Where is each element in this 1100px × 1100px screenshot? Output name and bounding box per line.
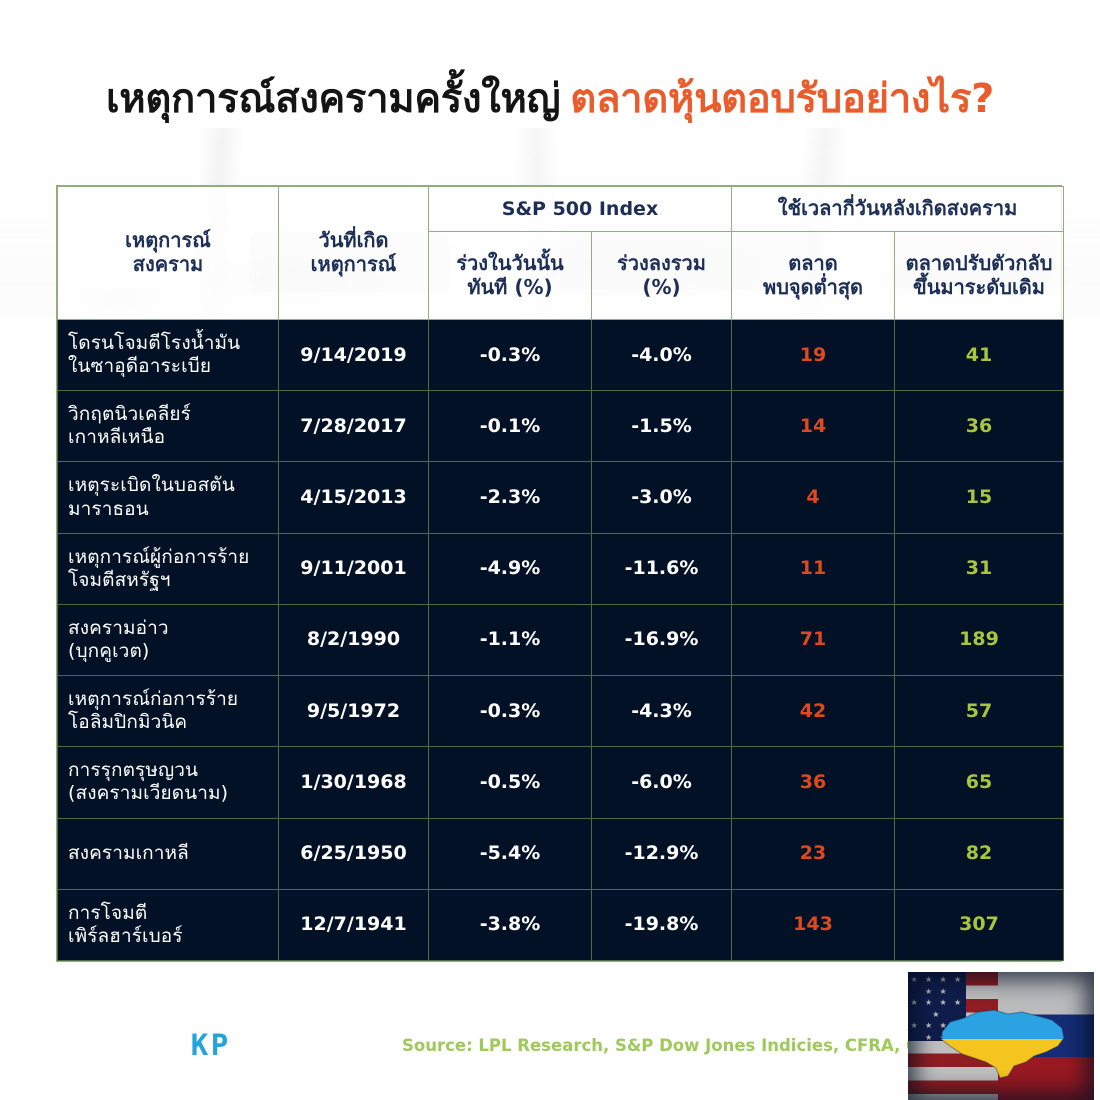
table-row: สงครามอ่าว (บุกคูเวต) 8/2/1990 -1.1% -16.9% 7… [57,603,1065,677]
cell-same-day-drop: -0.1% [428,390,592,463]
cell-event-name: การโจมตี เพิร์ลฮาร์เบอร์ [57,888,279,962]
war-events-table: เหตุการณ์ สงคราม วันที่เกิด เหตุการณ์ S&… [56,185,1065,962]
brand-logo-tick [268,1066,284,1071]
cell-event-name: เหตุระเบิดในบอสตัน มาราธอน [57,461,279,534]
table-row: เหตุระเบิดในบอสตัน มาราธอน 4/15/2013 -2.3% -… [57,461,1065,534]
column-header-date: วันที่เกิด เหตุการณ์ [278,186,429,320]
column-header-event: เหตุการณ์ สงคราม [57,186,279,320]
cell-days-to-recover: 57 [894,675,1065,748]
cell-days-to-recover: 189 [894,603,1065,677]
brand-logo-primary: TRADER [62,1028,182,1062]
brand-logo-tick [284,1066,300,1071]
cell-days-to-bottom: 42 [731,675,896,748]
page-title-part2: ตลาดหุ้นตอบรับอย่างไร? [570,76,995,122]
cell-same-day-drop: -5.4% [428,817,592,890]
cell-same-day-drop: -0.5% [428,746,592,819]
cell-event-name: วิกฤตนิวเคลียร์ เกาหลีเหนือ [57,390,279,463]
column-group-header-days: ใช้เวลากี่วันหลังเกิดสงคราม [731,186,1065,232]
cell-days-to-bottom: 11 [731,532,896,605]
cell-same-day-drop: -3.8% [428,888,592,962]
cell-event-name: สงครามอ่าว (บุกคูเวต) [57,603,279,677]
cell-same-day-drop: -1.1% [428,603,592,677]
cell-total-drop: -11.6% [590,532,733,605]
cell-total-drop: -16.9% [590,603,733,677]
cell-event-name: สงครามเกาหลี [57,817,279,890]
column-header-drop-same-day: ร่วงในวันนั้น ทันที (%) [428,231,592,320]
cell-total-drop: -4.0% [590,318,733,392]
cell-event-date: 7/28/2017 [278,390,429,463]
page-title-part1: เหตุการณ์สงครามครั้งใหญ่ [105,76,561,122]
table-row: เหตุการณ์ผู้ก่อการร้าย โจมตีสหรัฐฯ 9/11/20… [57,532,1065,605]
cell-days-to-recover: 41 [894,318,1065,392]
cell-event-name: การรุกตรุษญวน (สงครามเวียดนาม) [57,746,279,819]
cell-days-to-bottom: 143 [731,888,896,962]
cell-same-day-drop: -0.3% [428,675,592,748]
source-attribution: Source: LPL Research, S&P Dow Jones Indi… [402,1036,988,1055]
us-flag-stars: ★ ★ ★ ★ ★ ★★ ★ ★ ★ ★★ ★ ★ ★ ★ ★★ ★ ★ ★ ★… [910,975,964,1041]
cell-event-date: 9/14/2019 [278,318,429,392]
page-title: เหตุการณ์สงครามครั้งใหญ่ ตลาดหุ้นตอบรับอย… [0,66,1100,130]
cell-days-to-recover: 36 [894,390,1065,463]
brand-logo-underline [62,1066,252,1071]
brand-logo-tick [252,1066,268,1071]
cell-days-to-bottom: 36 [731,746,896,819]
cell-days-to-bottom: 19 [731,318,896,392]
cell-total-drop: -1.5% [590,390,733,463]
table-row: การโจมตี เพิร์ลฮาร์เบอร์ 12/7/1941 -3.8% -19… [57,888,1065,962]
cell-event-date: 8/2/1990 [278,603,429,677]
cell-total-drop: -3.0% [590,461,733,534]
table-row: สงครามเกาหลี 6/25/1950 -5.4% -12.9% 23 82 [57,817,1065,890]
cell-event-date: 12/7/1941 [278,888,429,962]
us-russia-ukraine-image: ★ ★ ★ ★ ★ ★★ ★ ★ ★ ★★ ★ ★ ★ ★ ★★ ★ ★ ★ ★… [908,972,1094,1100]
table-header: เหตุการณ์ สงคราม วันที่เกิด เหตุการณ์ S&… [57,186,1065,320]
table-body: โดรนโจมตีโรงน้ำมัน ในซาอุดีอาระเบีย 9/14/2… [57,318,1065,962]
cell-same-day-drop: -0.3% [428,318,592,392]
cell-days-to-bottom: 14 [731,390,896,463]
cell-days-to-recover: 15 [894,461,1065,534]
cell-event-name: เหตุการณ์ก่อการร้าย โอลิมปิกมิวนิค [57,675,279,748]
table-row: การรุกตรุษญวน (สงครามเวียดนาม) 1/30/1968 -0… [57,746,1065,819]
table-row: วิกฤตนิวเคลียร์ เกาหลีเหนือ 7/28/2017 -0.1%… [57,390,1065,463]
cell-event-name: เหตุการณ์ผู้ก่อการร้าย โจมตีสหรัฐฯ [57,532,279,605]
cell-days-to-recover: 31 [894,532,1065,605]
cell-event-date: 4/15/2013 [278,461,429,534]
cell-days-to-bottom: 23 [731,817,896,890]
brand-logo: TRADER KP [62,1028,300,1078]
cell-event-date: 9/5/1972 [278,675,429,748]
cell-days-to-recover: 82 [894,817,1065,890]
us-flag-canton: ★ ★ ★ ★ ★ ★★ ★ ★ ★ ★★ ★ ★ ★ ★ ★★ ★ ★ ★ ★… [908,972,966,1041]
cell-event-date: 9/11/2001 [278,532,429,605]
cell-total-drop: -19.8% [590,888,733,962]
cell-total-drop: -12.9% [590,817,733,890]
column-header-total-drop: ร่วงลงรวม (%) [590,231,733,320]
ukraine-map-icon [941,1009,1065,1079]
brand-logo-accent: KP [190,1028,231,1062]
cell-event-name: โดรนโจมตีโรงน้ำมัน ในซาอุดีอาระเบีย [57,318,279,392]
table-row: โดรนโจมตีโรงน้ำมัน ในซาอุดีอาระเบีย 9/14/2… [57,318,1065,392]
cell-total-drop: -4.3% [590,675,733,748]
cell-same-day-drop: -4.9% [428,532,592,605]
cell-days-to-bottom: 71 [731,603,896,677]
cell-days-to-recover: 307 [894,888,1065,962]
brand-logo-text: TRADER KP [62,1028,292,1062]
cell-days-to-recover: 65 [894,746,1065,819]
column-header-days-to-bottom: ตลาด พบจุดต่ำสุด [731,231,896,320]
cell-total-drop: -6.0% [590,746,733,819]
cell-days-to-bottom: 4 [731,461,896,534]
column-header-days-to-recover: ตลาดปรับตัวกลับ ขึ้นมาระดับเดิม [894,231,1065,320]
cell-event-date: 6/25/1950 [278,817,429,890]
column-group-header-sp500: S&P 500 Index [427,186,733,232]
cell-same-day-drop: -2.3% [428,461,592,534]
cell-event-date: 1/30/1968 [278,746,429,819]
table-row: เหตุการณ์ก่อการร้าย โอลิมปิกมิวนิค 9/5/197… [57,675,1065,748]
